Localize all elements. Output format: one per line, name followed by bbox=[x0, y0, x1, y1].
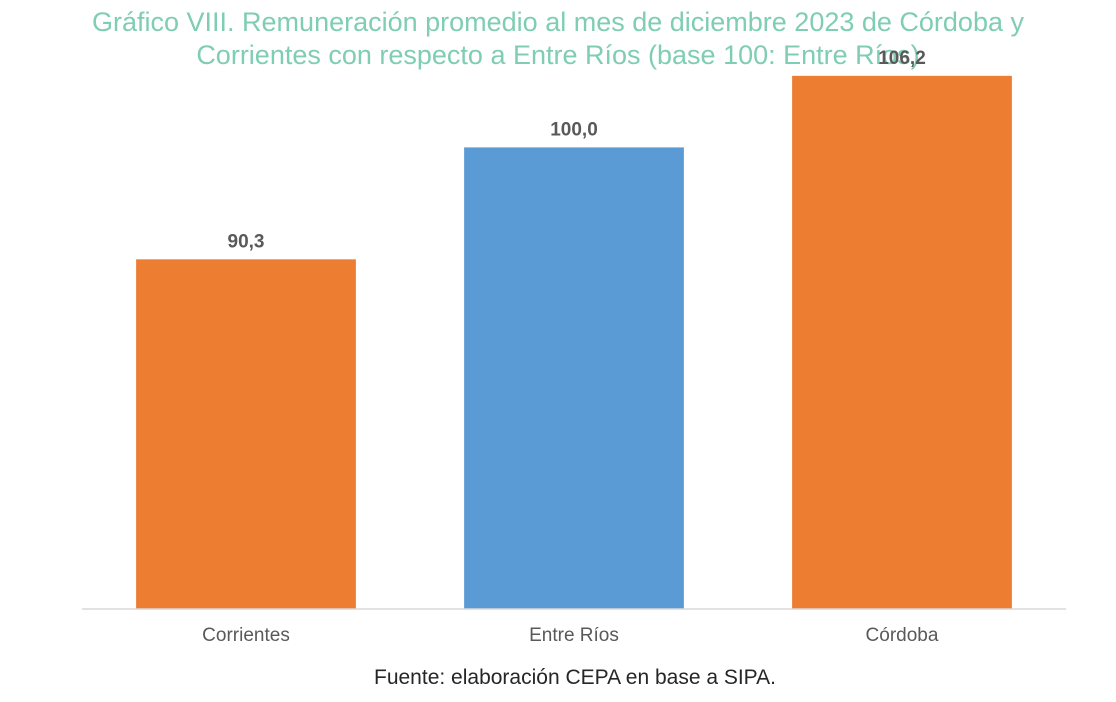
chart-title-line-2: Corrientes con respecto a Entre Ríos (ba… bbox=[196, 40, 920, 70]
value-label: 106,2 bbox=[878, 48, 926, 69]
bar-corrientes bbox=[136, 259, 356, 609]
value-label: 100,0 bbox=[550, 119, 598, 140]
x-tick-label: Entre Ríos bbox=[529, 625, 619, 646]
value-label: 90,3 bbox=[228, 231, 265, 252]
source-note: Fuente: elaboración CEPA en base a SIPA. bbox=[374, 666, 776, 689]
bar-entre-ríos bbox=[464, 147, 684, 609]
chart-title: Gráfico VIII. Remuneración promedio al m… bbox=[40, 6, 1076, 72]
bar-córdoba bbox=[792, 75, 1012, 610]
x-axis-tick-labels: Corrientes Entre Ríos Córdoba bbox=[202, 625, 939, 646]
value-labels-layer: 90,3 100,0 106,2 bbox=[228, 48, 926, 252]
x-tick-label: Corrientes bbox=[202, 625, 290, 646]
x-tick-label: Córdoba bbox=[866, 625, 939, 646]
chart-title-line-1: Gráfico VIII. Remuneración promedio al m… bbox=[92, 7, 1024, 37]
bars-layer bbox=[136, 75, 1012, 610]
